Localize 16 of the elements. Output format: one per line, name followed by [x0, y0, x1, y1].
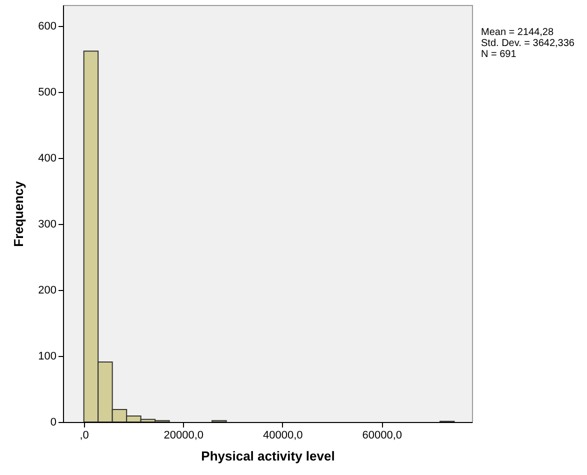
y-tick-label: 100: [38, 350, 56, 363]
y-tick-label: 0: [50, 416, 56, 428]
x-tick-label: 20000,0: [164, 430, 204, 442]
y-tick-label: 400: [38, 152, 56, 165]
text: Mean = 2144,28: [481, 27, 555, 38]
y-axis-title: Frequency: [11, 180, 26, 247]
x-tick-label: ,0: [80, 430, 89, 442]
y-tick-label: 500: [38, 86, 56, 99]
x-tick-label: 60000,0: [362, 430, 402, 442]
text: N = 691: [481, 49, 518, 60]
x-axis-title: Physical activity level: [201, 448, 335, 464]
y-tick-label: 200: [38, 284, 56, 297]
x-tick-label: 40000,0: [263, 430, 303, 442]
y-tick-label: 600: [38, 20, 56, 33]
text: Std. Dev. = 3642,336: [481, 38, 574, 49]
y-tick-label: 300: [38, 218, 56, 231]
